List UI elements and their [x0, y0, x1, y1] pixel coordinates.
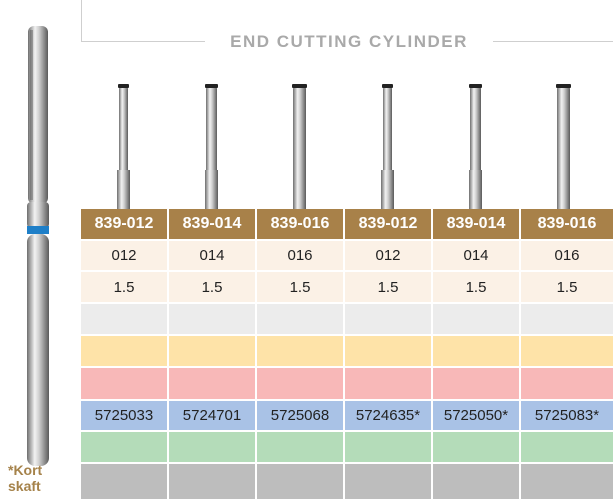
table-cell: [345, 304, 433, 334]
title-rule-right: [493, 41, 613, 42]
table-cell: 1.5: [345, 272, 433, 302]
table-cell: [521, 368, 613, 399]
product-title: END CUTTING CYLINDER: [230, 32, 468, 51]
table-cell: 1.5: [257, 272, 345, 302]
column-code: 839-012: [345, 209, 433, 239]
title-rule-left: [81, 41, 205, 42]
bur-image: [469, 84, 482, 210]
empty-yellow-row: [81, 336, 613, 368]
footnote-short-shank: *Kort skaft: [8, 462, 43, 494]
column-code: 839-012: [81, 209, 169, 239]
table-cell: 1.5: [81, 272, 169, 302]
table-cell: 1.5: [521, 272, 613, 302]
table-cell: 5725050*: [433, 401, 521, 430]
table-cell: 5724635*: [345, 401, 433, 430]
table-cell: [433, 464, 521, 499]
table-cell: [521, 336, 613, 366]
table-cell: 016: [521, 241, 613, 270]
header-row: 839-012 839-014 839-016 839-012 839-014 …: [81, 209, 613, 241]
bur-image: [292, 84, 307, 210]
table-cell: [257, 304, 345, 334]
table-cell: [345, 432, 433, 462]
table-cell: [521, 432, 613, 462]
empty-dark-gray-row: [81, 464, 613, 499]
table-cell: [257, 432, 345, 462]
table-cell: 5725068: [257, 401, 345, 430]
table-cell: 1.5: [433, 272, 521, 302]
table-cell: [433, 304, 521, 334]
column-code: 839-014: [169, 209, 257, 239]
table-cell: [81, 368, 169, 399]
column-code: 839-016: [521, 209, 613, 239]
table-cell: [81, 304, 169, 334]
column-code: 839-014: [433, 209, 521, 239]
empty-green-row: [81, 432, 613, 464]
table-cell: 5724701: [169, 401, 257, 430]
length-row: 1.5 1.5 1.5 1.5 1.5 1.5: [81, 272, 613, 304]
table-cell: 014: [169, 241, 257, 270]
table-cell: 014: [433, 241, 521, 270]
table-cell: [345, 336, 433, 366]
table-cell: [81, 432, 169, 462]
table-cell: [169, 336, 257, 366]
size-row: 012 014 016 012 014 016: [81, 241, 613, 272]
empty-red-row: [81, 368, 613, 401]
table-cell: 016: [257, 241, 345, 270]
table-cell: [345, 368, 433, 399]
table-cell: 012: [81, 241, 169, 270]
table-cell: 5725033: [81, 401, 169, 430]
bur-image: [117, 84, 130, 210]
table-cell: [169, 304, 257, 334]
bur-images-row: [81, 84, 613, 210]
table-cell: [81, 336, 169, 366]
table-cell: [433, 368, 521, 399]
dental-bur-side-image: [27, 26, 49, 466]
table-cell: [81, 464, 169, 499]
column-code: 839-016: [257, 209, 345, 239]
table-cell: [257, 464, 345, 499]
empty-gray-row: [81, 304, 613, 336]
table-cell: [521, 464, 613, 499]
reference-row: 5725033 5724701 5725068 5724635* 5725050…: [81, 401, 613, 432]
bur-image: [556, 84, 571, 210]
table-cell: [169, 368, 257, 399]
table-cell: [257, 336, 345, 366]
table-cell: 012: [345, 241, 433, 270]
table-cell: [169, 464, 257, 499]
table-cell: [521, 304, 613, 334]
bur-image: [205, 84, 218, 210]
table-cell: 1.5: [169, 272, 257, 302]
bur-image: [381, 84, 394, 210]
frame-line: [81, 0, 82, 42]
table-cell: [257, 368, 345, 399]
table-cell: [433, 336, 521, 366]
table-cell: [433, 432, 521, 462]
table-cell: [345, 464, 433, 499]
table-cell: 5725083*: [521, 401, 613, 430]
table-cell: [169, 432, 257, 462]
